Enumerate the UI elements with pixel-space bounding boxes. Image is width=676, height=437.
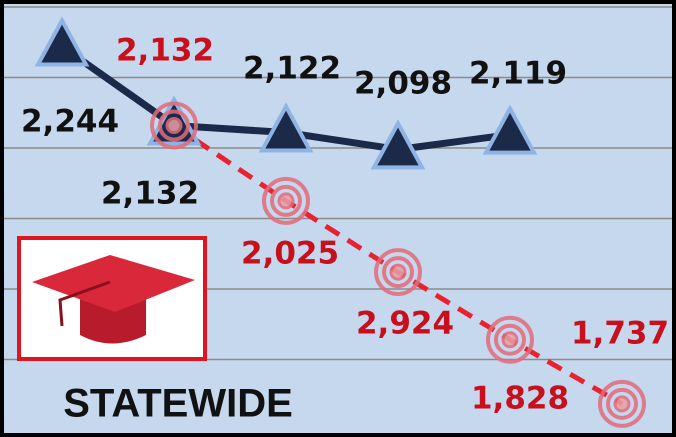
target-ring (279, 194, 293, 208)
target-marker (600, 382, 644, 426)
data-label: 2,122 (243, 51, 341, 87)
graduation-cap-icon (19, 238, 205, 359)
data-label: 2,924 (356, 306, 454, 342)
data-label: 1,828 (471, 381, 569, 417)
target-ring (615, 397, 629, 411)
target-marker (488, 318, 532, 362)
target-ring (167, 118, 181, 132)
chart: STATEWIDE 2,244 2,132 2,122 2,098 2,119 2,132… (0, 0, 676, 437)
target-marker (264, 179, 308, 223)
data-label: 2,132 (116, 33, 214, 69)
data-label: 2,098 (354, 66, 452, 102)
target-marker (376, 250, 420, 294)
data-label: 2,244 (21, 104, 119, 140)
target-ring (391, 265, 405, 279)
target-ring (503, 333, 517, 347)
data-label: 2,119 (469, 56, 567, 92)
target-marker (152, 103, 196, 147)
annotation: STATEWIDE (63, 382, 293, 426)
data-label: 2,025 (241, 236, 339, 272)
data-label: 1,737 (571, 316, 669, 352)
data-label: 2,132 (101, 176, 199, 212)
